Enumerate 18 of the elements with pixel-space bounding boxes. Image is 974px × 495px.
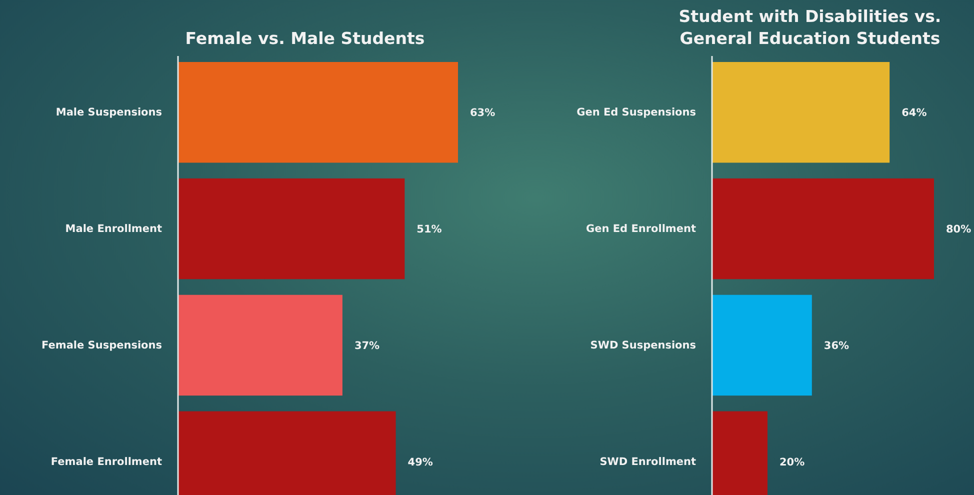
data-label: 36% <box>824 340 850 352</box>
y-tick-label: Male Suspensions <box>56 106 162 119</box>
data-label: 64% <box>902 107 928 120</box>
data-label: 80% <box>946 223 972 236</box>
y-tick-label: Female Enrollment <box>50 456 162 468</box>
data-label: 51% <box>416 223 442 236</box>
y-tick-label: SWD Suspensions <box>590 340 696 352</box>
data-label: 37% <box>354 340 380 352</box>
y-tick-label: Gen Ed Enrollment <box>586 223 696 236</box>
data-label: 49% <box>408 456 434 468</box>
data-label: 20% <box>780 456 806 468</box>
chart-title: Female vs. Male Students <box>185 29 425 48</box>
y-tick-label: Gen Ed Suspensions <box>576 106 696 119</box>
y-tick-label: Female Suspensions <box>42 340 162 352</box>
y-tick-label: SWD Enrollment <box>600 456 696 468</box>
y-tick-label: Male Enrollment <box>65 223 162 236</box>
chart-title: Student with Disabilities vs. General Education Students <box>678 7 942 48</box>
data-label: 63% <box>470 107 496 120</box>
